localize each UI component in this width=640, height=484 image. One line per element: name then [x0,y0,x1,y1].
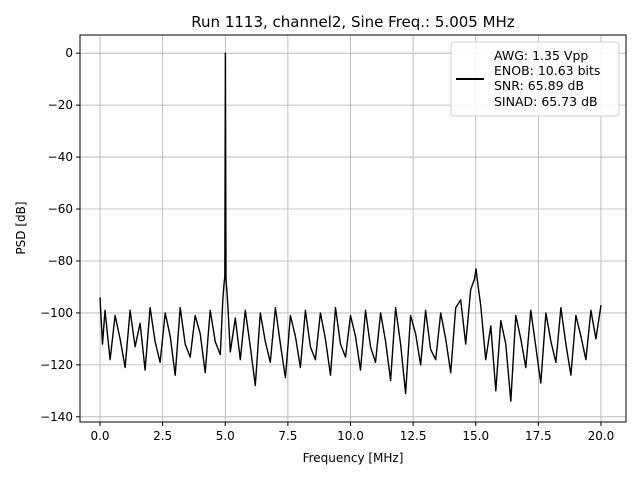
x-tick-label: 20.0 [588,429,615,443]
y-tick-label: −60 [48,202,73,216]
chart-title: Run 1113, channel2, Sine Freq.: 5.005 MH… [191,13,515,31]
legend: AWG: 1.35 Vpp ENOB: 10.63 bits SNR: 65.8… [450,41,620,117]
y-tick-label: −40 [48,150,73,164]
series-line [99,52,602,402]
x-tick-label: 12.5 [400,429,427,443]
x-tick-label: 10.0 [337,429,364,443]
legend-line-sinad: SINAD: 65.73 dB [494,94,598,109]
x-axis-ticks: 0.0 2.5 5.0 7.5 10.0 12.5 15.0 17.5 20.0 [90,422,614,443]
x-tick-label: 17.5 [525,429,552,443]
legend-line-snr: SNR: 65.89 dB [494,78,584,93]
plot-area [79,34,627,423]
legend-line-enob: ENOB: 10.63 bits [494,63,600,78]
y-tick-label: 0 [65,46,73,60]
y-tick-label: −120 [40,358,73,372]
y-tick-label: −100 [40,306,73,320]
y-axis-ticks: 0 −20 −40 −60 −80 −100 −120 −140 [40,46,80,424]
y-tick-label: −80 [48,254,73,268]
x-tick-label: 5.0 [216,429,235,443]
x-tick-label: 0.0 [90,429,109,443]
y-tick-label: −20 [48,98,73,112]
x-tick-label: 7.5 [278,429,297,443]
grid [80,35,626,422]
y-axis-label: PSD [dB] [14,201,28,254]
legend-line-awg: AWG: 1.35 Vpp [494,48,588,63]
x-tick-label: 15.0 [462,429,489,443]
y-tick-label: −140 [40,410,73,424]
legend-box [450,41,620,117]
x-axis-label: Frequency [MHz] [303,451,404,465]
x-tick-label: 2.5 [153,429,172,443]
